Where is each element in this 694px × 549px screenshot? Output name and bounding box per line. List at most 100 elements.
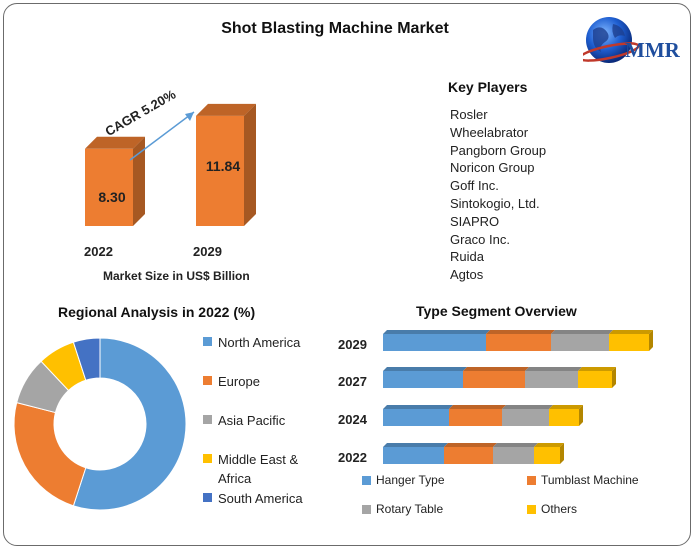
legend-label: Tumblast Machine [541,473,639,487]
regional-analysis-title: Regional Analysis in 2022 (%) [58,304,256,320]
segment-bar-top [609,330,653,334]
segment-bar-hanger-type-2022 [383,447,444,464]
segment-bar-rotary-table-2027 [525,371,578,388]
legend-item: Asia Pacific [203,411,285,430]
segment-bar-side [612,367,616,388]
segment-bar-top [449,405,506,409]
segment-bar-tumblast-machine-2022 [444,447,493,464]
market-size-chart [85,103,256,226]
key-player-item: Pangborn Group [450,142,547,158]
key-players-list: Rosler Wheelabrator Pangborn Group Noricon … [450,106,546,284]
legend-swatch [527,475,536,485]
segment-legend-item: Tumblast Machine [527,473,639,487]
donut-slice-north-america [72,337,187,511]
segment-bar-top [534,443,564,447]
legend-swatch [203,454,212,463]
segment-legend-item: Rotary Table [362,502,443,516]
market-bar-side [133,136,145,226]
legend-label: Others [541,502,578,516]
donut-slice-europe [13,402,87,507]
x-axis-label: Market Size in US$ Billion [103,269,250,283]
segment-bar-top [463,367,529,371]
segment-bar-top [549,405,583,409]
legend-label: Hanger Type [376,473,445,487]
segment-bar-top [383,443,448,447]
segment-legend-item: Others [527,502,577,516]
segment-bar-side [560,443,564,464]
segment-legend-item: Hanger Type [362,473,445,487]
segment-bar-others-2024 [549,409,579,426]
segment-bar-top [383,405,453,409]
market-bar-top [85,136,145,149]
legend-label: Asia Pacific [218,413,286,428]
donut-slice-south-america [72,337,101,381]
segment-bar-others-2022 [534,447,560,464]
legend-swatch [527,504,536,514]
key-player-item: Goff Inc. [450,178,499,194]
legend-item: North America [203,333,300,352]
segment-bar-others-2029 [609,334,649,351]
segment-bar-top [444,443,497,447]
bar-value-label-2022: 8.30 [98,189,126,205]
segment-bar-top [502,405,553,409]
key-player-item: Ruida [450,249,484,265]
y-tick-2027: 2027 [338,374,367,389]
segment-bar-others-2027 [578,371,612,388]
market-bar-top [196,103,256,116]
y-tick-2024: 2024 [338,412,368,427]
type-segment-chart: 2029 2027 2024 2022 [338,330,653,465]
legend-swatch [362,504,371,514]
legend-swatch [203,376,212,385]
type-segment-title: Type Segment Overview [416,303,577,319]
segment-bar-top [383,367,467,371]
key-player-item: Noricon Group [450,160,535,176]
key-player-item: Rosler [450,107,488,122]
segment-bar-tumblast-machine-2024 [449,409,502,426]
mmr-logo: MMR [578,12,687,72]
segment-bar-hanger-type-2024 [383,409,449,426]
logo-text: MMR [625,38,680,62]
key-players-title: Key Players [448,79,528,95]
bar-value-label-2029: 11.84 [205,158,241,174]
cagr-arrow-line [129,111,195,161]
legend-label: North America [218,335,301,350]
regional-donut-chart [13,337,187,511]
segment-bar-hanger-type-2027 [383,371,463,388]
legend-label: Europe [218,374,260,389]
segment-bar-hanger-type-2029 [383,334,486,351]
y-tick-2022: 2022 [338,450,367,465]
legend-swatch [203,415,212,424]
segment-bar-top [486,330,555,334]
legend-item: Middle East & Africa [203,450,298,488]
legend-swatch [203,337,212,346]
type-segment-legend: Hanger Type Tumblast Machine Rotary Table O… [362,473,682,523]
segment-bar-top [525,367,582,371]
legend-label: Rotary Table [376,502,444,516]
market-bar-side [244,103,256,226]
key-player-item: Wheelabrator [450,124,529,140]
legend-label: South America [218,491,303,506]
legend-swatch [203,493,212,502]
key-player-item: Graco Inc. [450,231,510,247]
key-player-item: Agtos [450,267,484,283]
legend-swatch [362,475,371,485]
infographic-frame [3,3,691,546]
legend-item: Europe [203,372,260,391]
segment-bar-top [493,443,538,447]
x-tick-2022: 2022 [84,244,113,259]
segment-bar-side [579,405,583,426]
key-player-item: SIAPRO [450,213,500,229]
segment-bar-top [551,330,613,334]
segment-bar-top [578,367,616,371]
segment-bar-top [383,330,490,334]
segment-bar-side [649,330,653,351]
legend-item: South America [203,489,303,508]
market-bar-2022 [85,148,133,226]
segment-bar-rotary-table-2024 [502,409,549,426]
x-tick-2029: 2029 [193,244,222,259]
segment-bar-tumblast-machine-2029 [486,334,551,351]
cagr-arrow-head [185,112,194,121]
y-tick-2029: 2029 [338,337,367,352]
market-bar-2029 [196,115,244,226]
segment-bar-rotary-table-2022 [493,447,534,464]
